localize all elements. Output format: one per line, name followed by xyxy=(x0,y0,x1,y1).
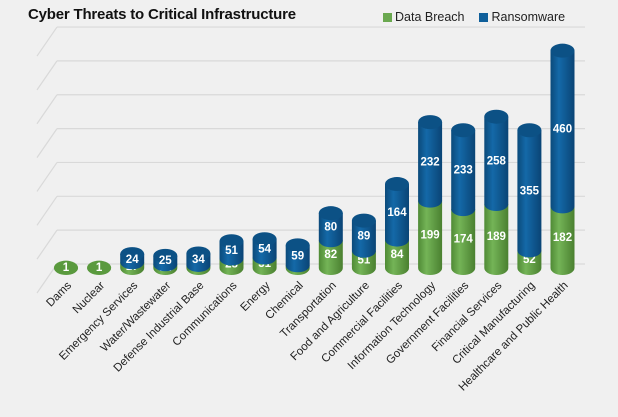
bar-group: 859 xyxy=(285,238,310,276)
bar-group: 182 460 xyxy=(550,43,575,276)
bar-group: 52 355 xyxy=(517,123,542,276)
gridline-depth xyxy=(36,94,58,125)
bar-ransomware xyxy=(451,130,476,217)
bar-group: 199 232 xyxy=(418,115,443,276)
bar-cap xyxy=(484,109,509,124)
bar-ransomware xyxy=(219,241,244,266)
data-label-ransomware: 258 xyxy=(487,155,507,167)
bar-ransomware xyxy=(517,130,542,258)
bar-group: 3154 xyxy=(252,232,277,276)
bar-group: 174 233 xyxy=(451,123,476,276)
bar-cap xyxy=(219,234,244,249)
bar-group: 1724 xyxy=(120,247,145,276)
data-label-ransomware: 25 xyxy=(159,255,172,267)
bar-ransomware xyxy=(550,50,575,214)
bar-cap xyxy=(120,247,145,262)
data-label-data-breach: 189 xyxy=(487,231,506,243)
bar-group: 84 164 xyxy=(385,177,409,275)
bar-cap xyxy=(54,260,78,275)
gridline-depth xyxy=(36,229,58,260)
bars: 1117241125934285131548598280518984164199… xyxy=(54,43,575,276)
data-label-ransomware: 80 xyxy=(324,222,337,234)
data-label-data-breach: 82 xyxy=(324,249,337,261)
bar-cap xyxy=(318,206,343,221)
legend-item-ransomware[interactable]: Ransomware xyxy=(479,10,565,24)
bar-data-breach xyxy=(318,240,343,276)
bar-data-breach xyxy=(351,250,376,276)
bar-cap xyxy=(285,238,310,253)
data-label-ransomware: 34 xyxy=(192,254,205,266)
data-label-data-breach: 1 xyxy=(96,262,103,274)
gridline-depth xyxy=(36,162,58,192)
bar-ransomware xyxy=(285,245,310,273)
data-label-ransomware: 233 xyxy=(454,165,473,177)
bar-data-breach xyxy=(385,239,409,275)
data-label-ransomware: 232 xyxy=(421,156,440,168)
data-label-ransomware: 89 xyxy=(358,231,371,243)
legend-swatch-data-breach xyxy=(383,12,392,22)
bar-data-breach xyxy=(418,200,443,276)
legend-item-data-breach[interactable]: Data Breach xyxy=(383,10,464,24)
data-label-data-breach: 1 xyxy=(63,262,70,274)
gridline-depth xyxy=(36,26,58,57)
data-label-ransomware: 164 xyxy=(387,207,407,219)
data-label-ransomware: 355 xyxy=(520,185,540,197)
bar-cap xyxy=(252,232,277,247)
bar-cap xyxy=(550,43,575,58)
gridline-depth xyxy=(36,128,58,158)
data-label-data-breach: 199 xyxy=(421,229,440,241)
category-label: Dams xyxy=(44,279,74,309)
data-label-data-breach: 182 xyxy=(553,232,572,244)
data-label-ransomware: 54 xyxy=(258,243,271,255)
data-label-ransomware: 59 xyxy=(291,250,304,262)
bar-ransomware xyxy=(351,220,376,258)
data-label-ransomware: 460 xyxy=(553,124,572,136)
bar-ransomware xyxy=(385,184,409,247)
bar-ransomware xyxy=(318,213,343,248)
gridline-depth xyxy=(36,195,58,226)
gridline-depth xyxy=(36,60,58,91)
data-label-ransomware: 24 xyxy=(126,254,139,266)
data-label-data-breach: 52 xyxy=(523,254,536,266)
bar-group: 1125 xyxy=(153,248,178,276)
bar-ransomware xyxy=(418,122,443,208)
legend: Data Breach Ransomware xyxy=(383,10,565,24)
legend-label-data-breach: Data Breach xyxy=(395,10,465,24)
bar-ransomware xyxy=(252,239,277,265)
bar-group: 2851 xyxy=(219,234,244,276)
bar-group: 934 xyxy=(186,246,211,276)
bar-cap xyxy=(351,213,376,228)
bar-group: 1 xyxy=(54,260,78,275)
bar-cap xyxy=(418,115,443,130)
data-label-ransomware: 51 xyxy=(225,245,238,257)
bar-cap xyxy=(153,248,178,263)
bar-ransomware xyxy=(484,116,509,212)
bar-group: 82 80 xyxy=(318,206,343,276)
legend-swatch-ransomware xyxy=(479,12,489,22)
category-label: Communications xyxy=(171,279,240,348)
bar-data-breach xyxy=(451,209,476,276)
legend-label-ransomware: Ransomware xyxy=(491,10,566,24)
bar-cap xyxy=(385,177,409,192)
bar-data-breach xyxy=(550,206,575,276)
bar-cap xyxy=(517,123,542,138)
data-label-data-breach: 84 xyxy=(391,249,404,261)
bar-data-breach xyxy=(484,204,509,276)
bar-cap xyxy=(186,246,211,261)
bar-group: 189 258 xyxy=(484,109,509,276)
bar-cap xyxy=(87,260,112,275)
bar-cap xyxy=(451,123,476,138)
bar-data-breach xyxy=(517,250,542,276)
data-label-data-breach: 174 xyxy=(454,234,474,246)
bar-group: 1 xyxy=(87,260,112,276)
gridline-depth xyxy=(36,263,58,294)
chart-title: Cyber Threats to Critical Infrastructure xyxy=(28,6,296,23)
